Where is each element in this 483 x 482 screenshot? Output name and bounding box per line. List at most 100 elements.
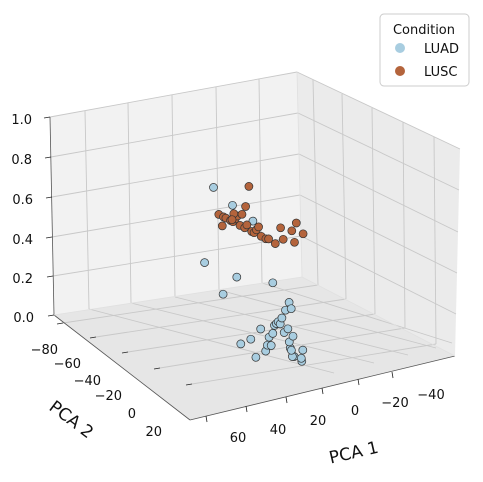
point-luad: [268, 278, 278, 288]
y-tick-label: −80: [31, 343, 58, 358]
axis-lines: [49, 116, 456, 421]
point-lusc: [242, 220, 252, 230]
point-lusc: [298, 229, 308, 239]
point-lusc: [291, 218, 301, 228]
x-tick-label: −40: [417, 388, 444, 403]
x-tick-label: 20: [310, 414, 327, 429]
z-grid-line-right: [300, 235, 457, 315]
z-tick-label: 0.0: [13, 311, 34, 326]
floor-grid-x: [261, 282, 453, 344]
y-axis-title: PCA 2: [45, 397, 97, 443]
legend-title: Condition: [393, 23, 455, 38]
legend-label-lusc: LUSC: [424, 65, 457, 80]
z-axis: 0.0 0.2 0.4 0.6 0.8 1.0: [11, 113, 55, 326]
y-tick-label: 0: [128, 407, 136, 422]
x-grid-vertical: [312, 79, 319, 286]
z-tick-mark: [45, 236, 53, 239]
x-grid-vertical: [371, 107, 376, 315]
floor-back-edge: [53, 276, 303, 316]
z-tick-mark: [43, 116, 51, 119]
z-tick-mark: [45, 196, 53, 199]
point-lusc: [278, 234, 288, 244]
point-luad: [268, 329, 278, 338]
z-tick-label: 0.6: [12, 193, 33, 208]
point-lusc: [290, 237, 299, 247]
z-grid-line-left: [52, 235, 302, 277]
floor-grid-x: [218, 289, 437, 349]
y-tick-label: −20: [95, 389, 122, 404]
legend-marker-lusc: [395, 66, 405, 76]
y-tick-label: −60: [54, 357, 81, 372]
z-grid-line-right: [297, 112, 460, 191]
point-luad: [200, 258, 209, 267]
grid-lines: [49, 71, 461, 385]
point-lusc: [241, 202, 250, 211]
point-lusc: [254, 222, 263, 232]
y-grid-vertical: [258, 78, 263, 284]
floor-grid-y: [127, 313, 376, 353]
pane-edges: [53, 71, 456, 357]
z-axis-line: [49, 116, 55, 316]
y-tick-mark: [185, 383, 193, 386]
floor-grid-y: [191, 343, 437, 385]
x-tick-mark: [205, 415, 208, 423]
point-luad: [232, 272, 242, 282]
point-luad: [288, 331, 298, 341]
y-grid-vertical: [84, 110, 90, 310]
back-left-pane: [50, 72, 302, 315]
x-tick-label: −20: [381, 396, 408, 411]
x-grid-vertical: [341, 93, 347, 300]
point-lusc: [227, 215, 237, 225]
point-lusc: [287, 226, 297, 236]
point-lusc: [264, 234, 273, 244]
point-luad: [287, 345, 296, 355]
point-luad: [256, 324, 266, 334]
x-tick-label: 60: [230, 431, 247, 446]
pane-left: [50, 72, 302, 315]
x-grid-vertical: [402, 121, 406, 329]
floor-grid-x: [174, 296, 409, 356]
point-lusc: [244, 182, 254, 191]
z-tick-label: 1.0: [11, 113, 32, 128]
point-luad: [246, 334, 256, 344]
y-tick-mark: [56, 322, 64, 325]
z-grid-line-right: [299, 194, 458, 274]
z-tick-mark: [46, 275, 54, 278]
point-luad: [251, 352, 261, 362]
z-grid-line-left: [50, 112, 299, 158]
z-grid-line-left: [49, 71, 298, 118]
y-tick-label: −40: [74, 374, 101, 389]
point-luad: [283, 324, 293, 334]
point-luad: [277, 313, 287, 323]
z-grid-line-left: [51, 153, 300, 198]
y-tick-mark: [153, 367, 161, 370]
floor-grid-x: [88, 308, 335, 374]
y-axis-line: [53, 314, 191, 421]
z-tick-mark: [44, 156, 52, 159]
point-luad: [209, 183, 218, 192]
floor-grid-y: [62, 284, 319, 324]
pane-right: [297, 72, 460, 356]
x-grid-vertical: [433, 136, 437, 345]
y-tick-mark: [89, 336, 97, 339]
z-grid-line-left: [51, 194, 301, 238]
x-tick-label: 40: [270, 423, 287, 438]
back-right-pane: [297, 72, 460, 356]
x-tick-mark: [357, 378, 360, 386]
point-luad: [298, 345, 308, 355]
legend-label-luad: LUAD: [424, 42, 459, 57]
point-lusc: [217, 221, 227, 231]
legend-marker-luad: [395, 43, 405, 53]
z-grid-line-right: [298, 153, 459, 233]
z-tick-mark: [47, 314, 55, 317]
point-luad: [296, 353, 306, 363]
x-tick-mark: [285, 396, 288, 404]
point-lusc: [270, 239, 280, 248]
y-tick-mark: [121, 351, 129, 354]
x-tick-mark: [245, 405, 248, 413]
y-grid-vertical: [127, 102, 132, 304]
legend: Condition LUAD LUSC: [379, 13, 470, 87]
y-tick-label: 20: [145, 425, 162, 440]
floor-grid-y: [95, 298, 347, 338]
